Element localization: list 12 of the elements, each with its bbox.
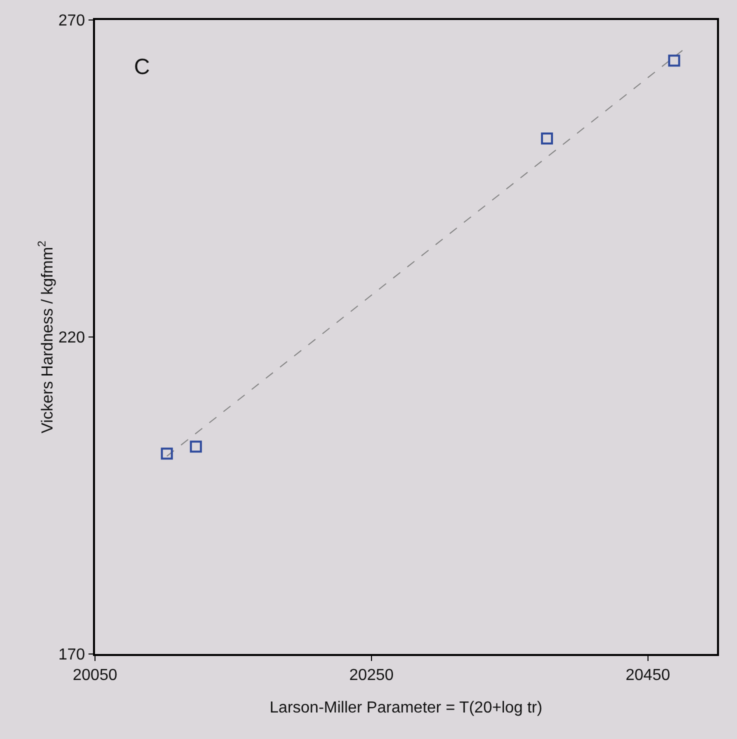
x-tick-label: 20450 — [626, 666, 670, 684]
x-tick-label: 20250 — [349, 666, 394, 684]
x-axis-title: Larson-Miller Parameter = T(20+log tr) — [270, 700, 542, 716]
point — [540, 132, 553, 145]
x-tick-label: 20050 — [72, 666, 118, 684]
annotation: C — [134, 54, 150, 79]
point — [160, 448, 173, 460]
point — [190, 440, 202, 453]
point — [668, 54, 680, 67]
y-tick-label: 270 — [58, 12, 86, 30]
y-tick-label: 170 — [58, 646, 86, 664]
y-tick-label: 220 — [58, 330, 86, 347]
